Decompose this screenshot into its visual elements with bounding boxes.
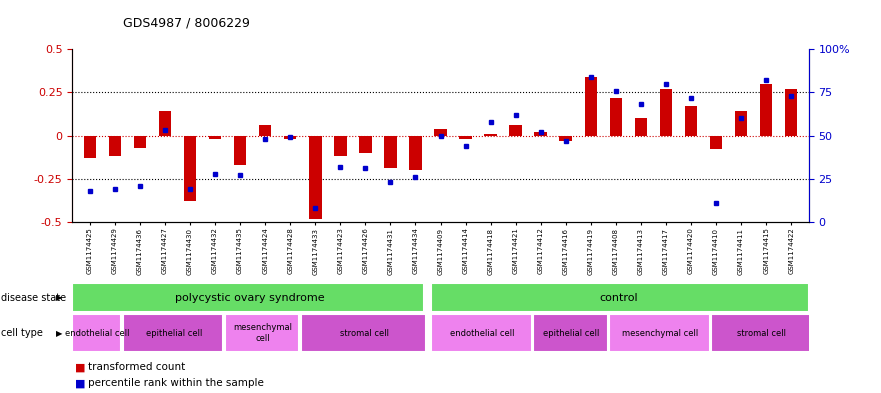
Bar [785,89,797,136]
Bar [660,89,672,136]
Bar [585,77,597,136]
Bar [184,136,196,201]
Bar [432,283,809,312]
Text: epithelial cell: epithelial cell [543,329,599,338]
Bar [610,97,622,136]
Bar [559,136,572,141]
Text: ▶: ▶ [56,293,62,302]
Bar [309,136,322,219]
Bar [123,314,223,352]
Bar [134,136,146,148]
Bar [209,136,221,139]
Bar [459,136,472,139]
Bar [384,136,396,169]
Text: percentile rank within the sample: percentile rank within the sample [88,378,264,388]
Bar [533,314,608,352]
Bar [485,134,497,136]
Text: polycystic ovary syndrome: polycystic ovary syndrome [175,293,325,303]
Bar [535,132,547,136]
Bar [710,136,722,149]
Text: disease state: disease state [1,293,66,303]
Bar [84,136,96,158]
Bar [284,136,296,139]
Bar [509,125,522,136]
Text: stromal cell: stromal cell [340,329,389,338]
Bar [432,314,532,352]
Text: endothelial cell: endothelial cell [65,329,130,338]
Text: stromal cell: stromal cell [737,329,786,338]
Bar [634,118,648,136]
Bar [300,314,426,352]
Bar [72,314,122,352]
Text: mesenchymal
cell: mesenchymal cell [233,323,292,343]
Text: transformed count: transformed count [88,362,185,373]
Bar [259,125,271,136]
Bar [72,283,424,312]
Bar [409,136,422,170]
Bar [711,314,811,352]
Bar [159,111,171,136]
Text: ▶: ▶ [56,329,62,338]
Bar [225,314,299,352]
Text: epithelial cell: epithelial cell [145,329,202,338]
Text: endothelial cell: endothelial cell [450,329,515,338]
Bar [434,129,447,136]
Bar [610,314,710,352]
Text: ■: ■ [75,362,85,373]
Bar [735,111,747,136]
Bar [108,136,121,156]
Text: mesenchymal cell: mesenchymal cell [622,329,698,338]
Text: cell type: cell type [1,328,43,338]
Bar [359,136,372,153]
Text: GDS4987 / 8006229: GDS4987 / 8006229 [123,17,250,29]
Bar [334,136,346,156]
Text: control: control [599,293,638,303]
Bar [760,84,773,136]
Text: ■: ■ [75,378,85,388]
Bar [685,106,697,136]
Bar [233,136,247,165]
